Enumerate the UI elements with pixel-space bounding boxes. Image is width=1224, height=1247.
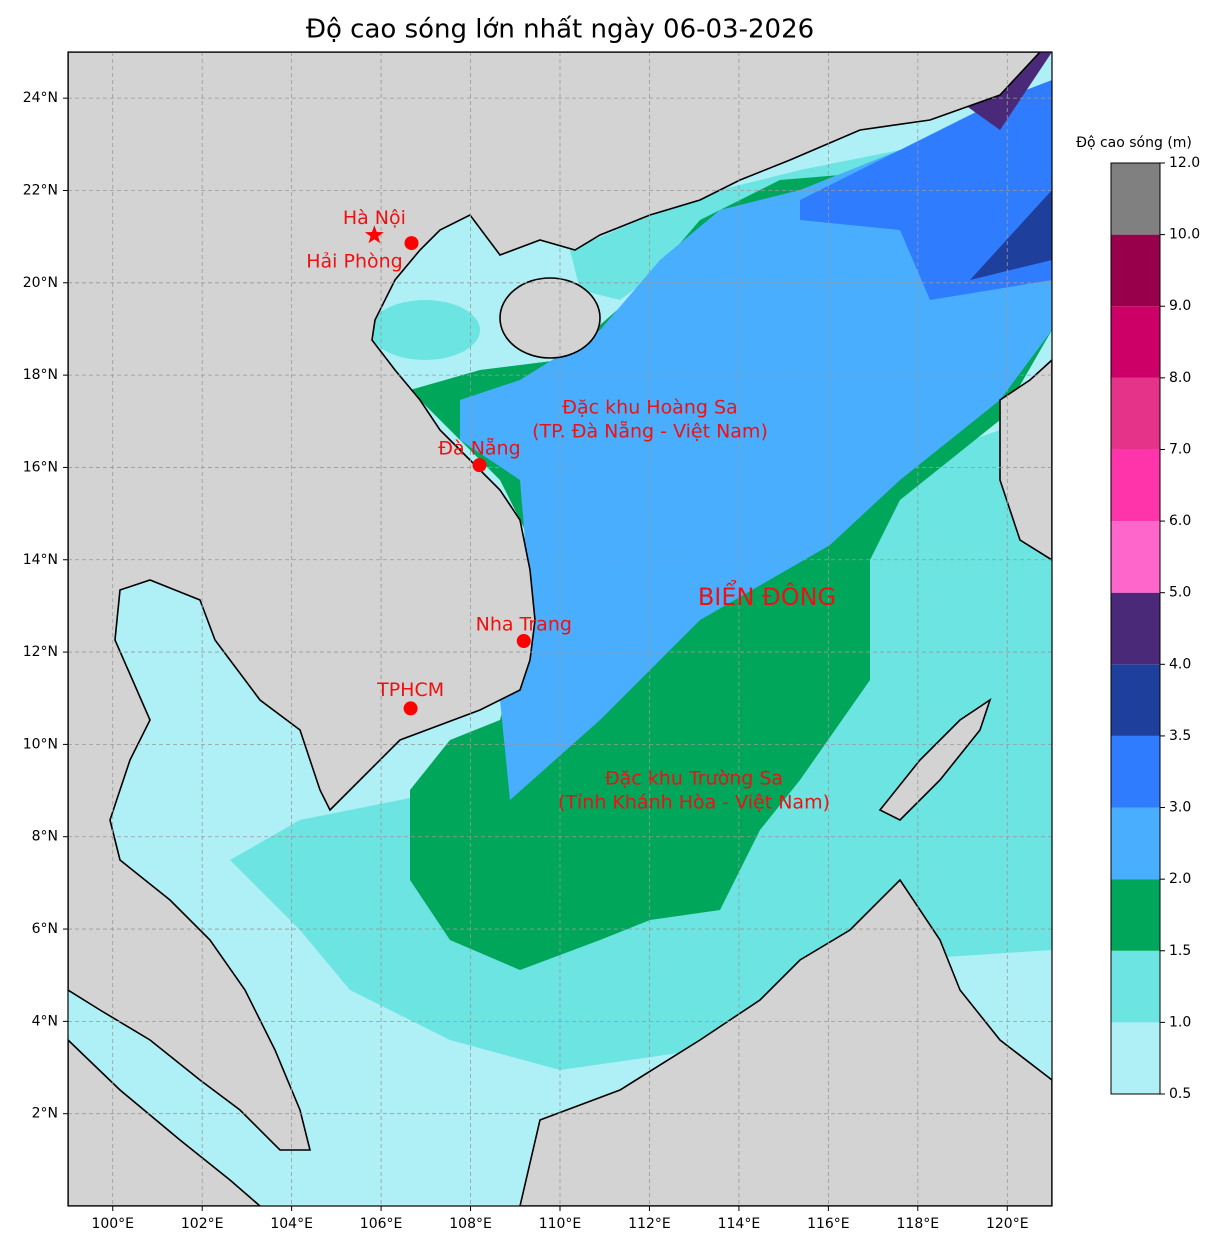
- city-label: Hải Phòng: [306, 251, 402, 273]
- region-label: (Tỉnh Khánh Hòa - Việt Nam): [558, 792, 830, 814]
- city-marker: [472, 458, 487, 473]
- city-marker: [404, 236, 419, 251]
- colorbar-tick-label: 3.5: [1169, 728, 1191, 744]
- colorbar-label: Độ cao sóng (m): [1076, 135, 1192, 151]
- region-label: (TP. Đà Nẵng - Việt Nam): [532, 420, 768, 443]
- y-tick-label: 22°N: [23, 182, 58, 198]
- wave-zone: [800, 80, 1052, 300]
- city-marker: [403, 701, 418, 716]
- colorbar-bin: [1111, 735, 1160, 808]
- colorbar-tick-label: 3.0: [1169, 800, 1191, 816]
- colorbar-bin: [1111, 306, 1160, 378]
- colorbar-tick-label: 8.0: [1169, 370, 1191, 386]
- x-tick-label: 104°E: [270, 1216, 313, 1232]
- colorbar-bin: [1111, 807, 1160, 880]
- colorbar-tick-label: 12.0: [1169, 155, 1200, 171]
- x-tick-label: 102°E: [181, 1216, 224, 1232]
- y-tick-label: 12°N: [23, 644, 58, 660]
- colorbar-tick-label: 0.5: [1169, 1086, 1191, 1102]
- colorbar-tick-label: 1.0: [1169, 1014, 1191, 1030]
- land: [499, 277, 601, 359]
- colorbar-bin: [1111, 950, 1160, 1023]
- city-label: Đà Nẵng: [438, 437, 520, 460]
- colorbar-bin: [1111, 163, 1160, 235]
- y-tick-label: 6°N: [32, 921, 58, 937]
- colorbar-bin: [1111, 234, 1160, 307]
- y-tick-label: 18°N: [23, 367, 58, 383]
- y-tick-label: 14°N: [23, 552, 58, 568]
- wave-zone: [970, 190, 1052, 280]
- y-tick-label: 20°N: [23, 275, 58, 291]
- annotations: Hà Nội Hải Phòng Đà Nẵng Nha Trang TPHCM Đặc …: [306, 207, 836, 814]
- y-tick-label: 24°N: [23, 90, 58, 106]
- land: [68, 52, 1042, 1151]
- y-tick-label: 4°N: [32, 1013, 58, 1029]
- city-marker: [516, 634, 531, 649]
- colorbar-tick-label: 6.0: [1169, 513, 1191, 529]
- city-marker: [364, 225, 384, 244]
- wave-zone: [460, 120, 1052, 800]
- x-tick-label: 118°E: [897, 1216, 940, 1232]
- colorbar-bin: [1111, 664, 1160, 736]
- x-tick-label: 106°E: [360, 1216, 403, 1232]
- y-tick-label: 10°N: [23, 736, 58, 752]
- colorbar-tick-label: 1.5: [1169, 943, 1191, 959]
- x-tick-label: 110°E: [539, 1216, 582, 1232]
- region-label: BIỂN ĐÔNG: [698, 579, 836, 611]
- colorbar-bin: [1111, 592, 1160, 665]
- land: [999, 358, 1052, 561]
- colorbar-bin: [1111, 377, 1160, 450]
- colorbar-tick-label: 2.0: [1169, 871, 1191, 887]
- map-title: Độ cao sóng lớn nhất ngày 06-03-2026: [306, 15, 814, 45]
- x-tick-label: 112°E: [628, 1216, 671, 1232]
- x-tick-label: 100°E: [91, 1216, 134, 1232]
- colorbar-tick-label: 4.0: [1169, 656, 1191, 672]
- y-tick-label: 8°N: [32, 829, 58, 845]
- grid: [68, 52, 1052, 1206]
- colorbar-tick-label: 5.0: [1169, 585, 1191, 601]
- colorbar-bin: [1111, 879, 1160, 951]
- land: [68, 1038, 262, 1206]
- city-label: Nha Trang: [476, 614, 572, 636]
- colorbar-tick-label: 10.0: [1169, 227, 1200, 243]
- colorbar-frame: [1110, 162, 1161, 1095]
- region-label: Đặc khu Trường Sa: [605, 768, 783, 790]
- land: [878, 698, 992, 821]
- city-label: TPHCM: [376, 679, 444, 701]
- region-label: Đặc khu Hoàng Sa: [562, 397, 737, 419]
- y-tick-label: 16°N: [23, 459, 58, 475]
- x-tick-label: 120°E: [986, 1216, 1029, 1232]
- wave-zone: [370, 300, 480, 360]
- colorbar-bin: [1111, 1022, 1160, 1094]
- colorbar-tick-label: 7.0: [1169, 441, 1191, 457]
- x-tick-label: 108°E: [449, 1216, 492, 1232]
- x-tick-label: 116°E: [807, 1216, 850, 1232]
- colorbar-bin: [1111, 521, 1160, 593]
- land: [519, 878, 1052, 1206]
- x-tick-label: 114°E: [718, 1216, 761, 1232]
- map-area: [68, 52, 1052, 1206]
- y-tick-label: 2°N: [32, 1106, 58, 1122]
- colorbar-bin: [1111, 449, 1160, 522]
- city-label: Hà Nội: [343, 207, 406, 229]
- colorbar-tick-label: 9.0: [1169, 298, 1191, 314]
